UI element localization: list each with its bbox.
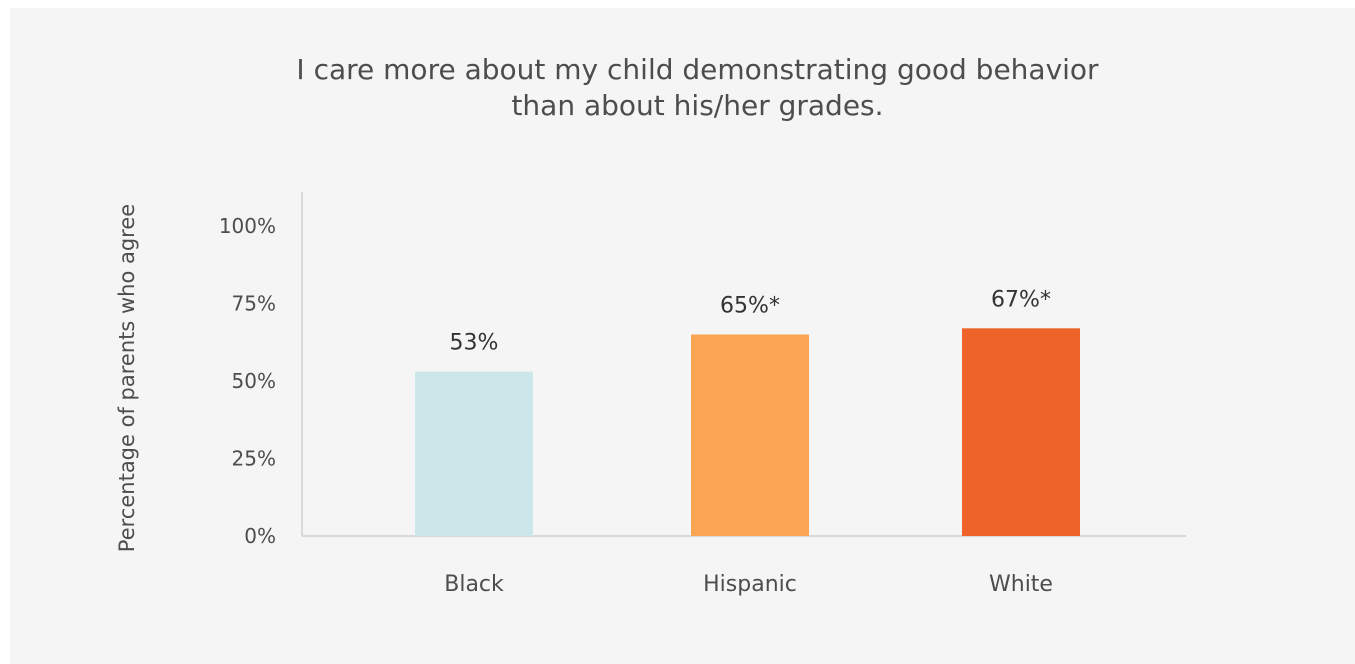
chart-title: I care more about my child demonstrating… [296, 53, 1099, 122]
y-tick-label: 100% [219, 214, 276, 238]
chart-background [10, 8, 1355, 664]
x-tick-label: Black [444, 572, 504, 597]
bar-hispanic [691, 334, 809, 536]
data-label-hispanic: 65%* [720, 294, 780, 319]
bar-white [962, 328, 1080, 536]
data-label-black: 53% [450, 331, 499, 356]
y-tick-label: 25% [232, 447, 276, 471]
bar-black [415, 371, 533, 536]
y-tick-label: 75% [232, 292, 276, 316]
data-label-white: 67%* [991, 287, 1051, 312]
y-tick-label: 0% [244, 524, 276, 548]
x-tick-label: White [989, 572, 1053, 597]
y-tick-label: 50% [232, 369, 276, 393]
y-axis-label: Percentage of parents who agree [115, 204, 139, 552]
x-tick-label: Hispanic [703, 572, 797, 597]
